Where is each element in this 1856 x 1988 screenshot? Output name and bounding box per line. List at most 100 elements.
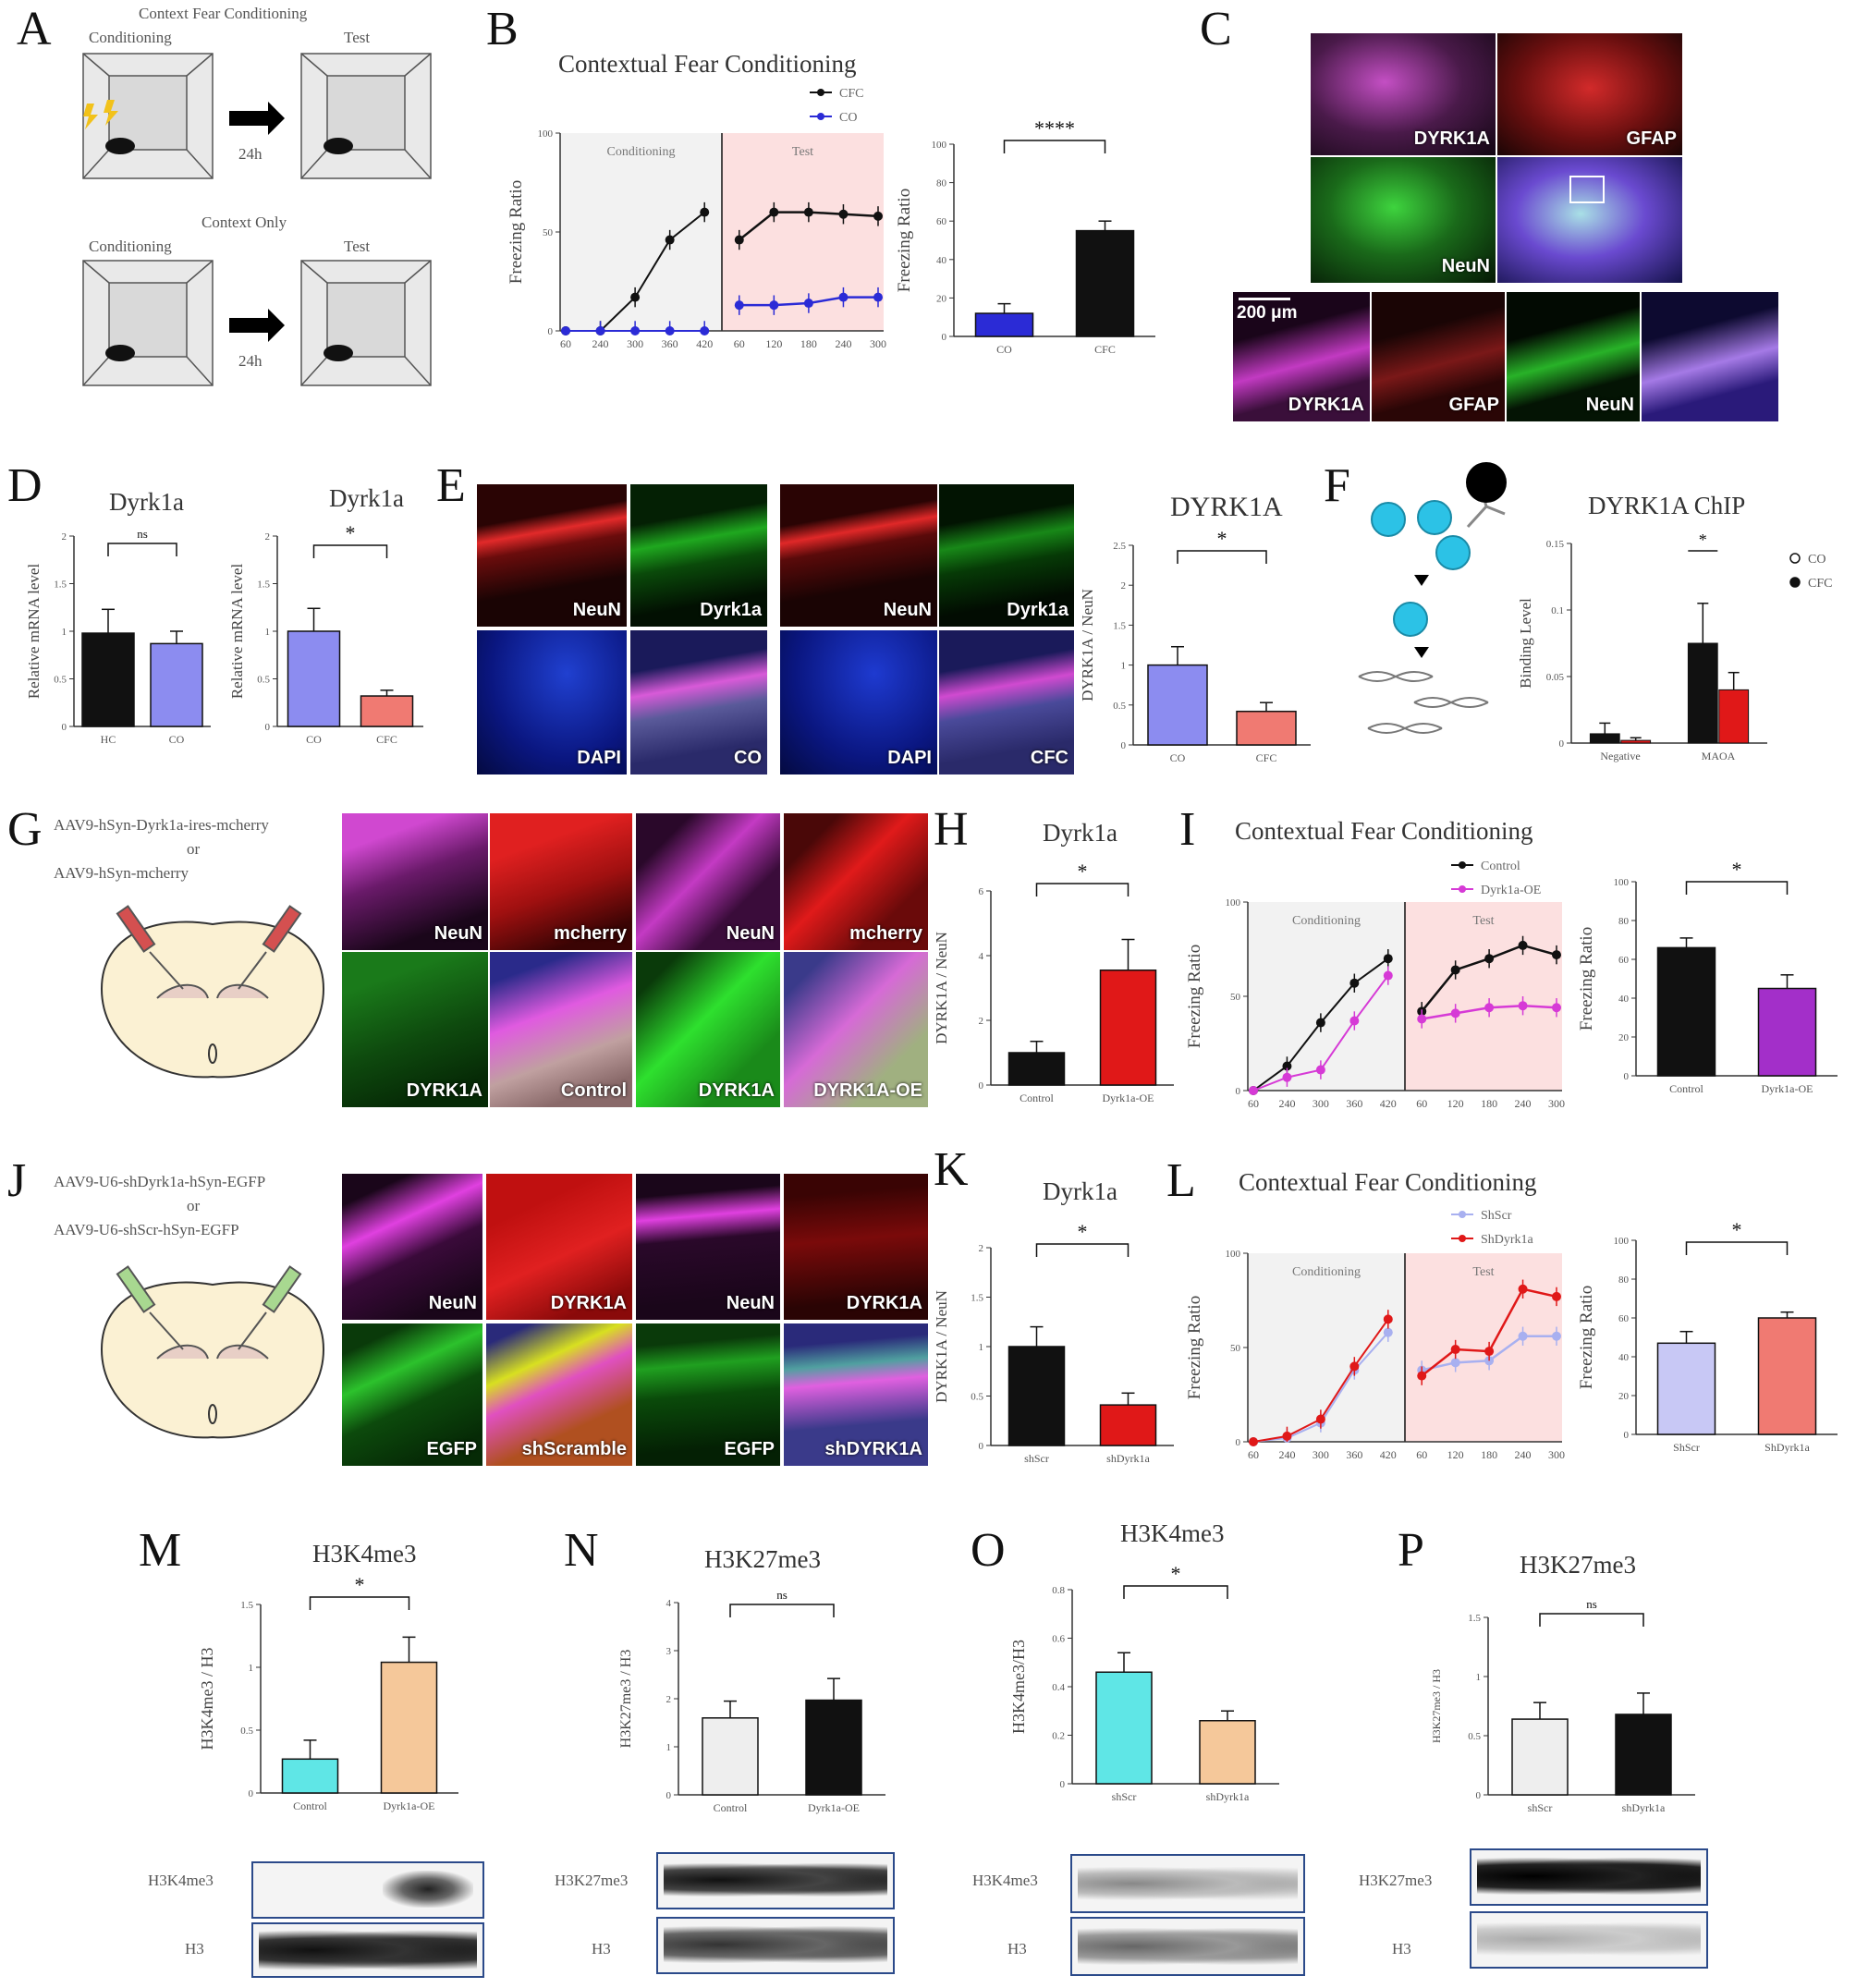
y-tick-label: 3 — [666, 1646, 672, 1657]
x-tick-label: shScr — [1112, 1790, 1137, 1803]
x-tick-label: Control — [714, 1801, 748, 1814]
data-point — [1249, 1086, 1258, 1095]
bar — [1687, 642, 1718, 744]
x-tick-label: 120 — [1447, 1097, 1464, 1110]
data-point — [1349, 1016, 1360, 1026]
l-line-chart: Conditioning Test 0 50 100 60 240 300 360 420 60 12… — [1185, 1209, 1565, 1461]
significance-bracket — [107, 543, 177, 556]
y-tick-label: 0.1 — [1551, 605, 1564, 616]
bar — [1007, 1052, 1066, 1086]
data-point — [700, 207, 710, 217]
c-merge-image — [1497, 157, 1682, 283]
bar — [1147, 664, 1208, 746]
e-merge-cfc-image: CFC — [939, 630, 1074, 774]
x-tick-label: 180 — [1481, 1097, 1497, 1110]
panel-letter-p: P — [1398, 1524, 1424, 1577]
y-tick-label: 100 — [1614, 1236, 1630, 1247]
y-tick-label: 100 — [1226, 897, 1241, 909]
f-bar-chart: 0 0.05 0.1 0.15 Binding Level Negative MAOA CO C… — [1517, 531, 1832, 762]
x-tick-label: CFC — [1094, 343, 1116, 356]
x-tick-label: Control — [1020, 1092, 1054, 1104]
x-tick-label: 360 — [1346, 1448, 1362, 1461]
x-tick-label: 420 — [1380, 1448, 1397, 1461]
x-tick-label: 60 — [560, 337, 571, 350]
x-tick-label: 120 — [765, 337, 782, 350]
c-strip-dyrk1a: 200 μm DYRK1A — [1233, 292, 1370, 421]
x-tick-label: 360 — [1346, 1097, 1362, 1110]
data-point — [1552, 950, 1561, 960]
significance-bracket — [1035, 883, 1129, 896]
legend-marker — [817, 89, 824, 96]
panel-letter-k: K — [934, 1143, 969, 1196]
y-tick-label: 80 — [1618, 1275, 1630, 1286]
m-blot-label-2: H3 — [185, 1940, 204, 1958]
y-tick-label: 60 — [1618, 1313, 1630, 1324]
j-merge-scr-image: shScramble — [486, 1323, 632, 1466]
y-tick-label: 0 — [1624, 1071, 1630, 1082]
legend-marker — [1789, 553, 1801, 564]
data-point — [1518, 1284, 1528, 1294]
m-bar-chart: 0 0.5 1 1.5 H3K4me3 / H3 Control Dyrk1a-OE * — [198, 1573, 458, 1812]
data-point — [1450, 965, 1460, 975]
bar — [1656, 946, 1716, 1077]
x-tick-label: CFC — [1256, 751, 1277, 764]
significance-label: * — [1078, 860, 1088, 883]
legend-marker — [1459, 885, 1466, 893]
b-bar-chart: 0 20 40 60 80 100 Freezing Ratio CO CFC **** — [895, 116, 1155, 356]
data-point — [873, 211, 883, 221]
g-brain-injection — [100, 905, 325, 1079]
a-schematic — [82, 53, 432, 386]
b-title: Contextual Fear Conditioning — [558, 50, 857, 78]
data-point — [1383, 1327, 1393, 1337]
y-axis-label: Binding Level — [1517, 598, 1534, 689]
legend-label: Dyrk1a-OE — [1481, 884, 1541, 897]
y-tick-label: 1.5 — [1113, 620, 1126, 631]
significance-label: * — [1699, 531, 1707, 549]
a-bottom-title: Context Only — [201, 213, 287, 231]
e-dapi-cfc-image: DAPI — [780, 630, 937, 774]
f-chip-schematic — [1358, 462, 1507, 734]
data-point — [665, 326, 675, 335]
y-tick-label: 60 — [936, 216, 947, 227]
y-tick-label: 0.5 — [54, 675, 67, 686]
data-point — [595, 326, 605, 335]
x-tick-label: HC — [101, 733, 116, 746]
arrow-icon — [229, 102, 285, 342]
y-axis-label: Freezing Ratio — [507, 180, 526, 284]
data-point — [1315, 1065, 1325, 1075]
x-tick-label: Control — [293, 1799, 327, 1812]
a-top-title: Context Fear Conditioning — [139, 5, 308, 22]
d-title-right: Dyrk1a — [329, 484, 404, 512]
y-tick-label: 50 — [543, 227, 554, 238]
significance-label: * — [1732, 858, 1742, 881]
y-tick-label: 0 — [249, 1788, 254, 1799]
y-tick-label: 20 — [936, 293, 947, 304]
data-point — [1450, 1345, 1460, 1355]
y-axis-label: Freezing Ratio — [1185, 945, 1204, 1048]
x-tick-label: 60 — [1416, 1448, 1427, 1461]
y-axis-label: DYRK1A / NeuN — [933, 932, 950, 1044]
x-tick-label: 300 — [1548, 1097, 1565, 1110]
g-neun-oe-image: NeuN — [636, 813, 780, 950]
bar — [1656, 1342, 1716, 1435]
significance-label: ns — [137, 527, 148, 541]
test-phase-bg — [722, 133, 884, 331]
data-point — [1484, 954, 1495, 964]
x-tick-label: 240 — [1278, 1097, 1295, 1110]
x-tick-label: 180 — [800, 337, 817, 350]
o-blot-label-1: H3K4me3 — [972, 1872, 1038, 1889]
x-tick-label: Dyrk1a-OE — [1762, 1082, 1813, 1095]
panel-letter-d: D — [7, 459, 43, 512]
p-title: H3K27me3 — [1520, 1551, 1636, 1579]
bar — [1757, 1317, 1817, 1435]
bar — [150, 642, 203, 727]
data-point — [769, 300, 779, 311]
data-point — [1552, 1003, 1561, 1013]
y-tick-label: 0 — [1121, 740, 1127, 751]
data-point — [630, 326, 641, 335]
m-blot-h3k4me3 — [251, 1861, 484, 1919]
x-tick-label: shDyrk1a — [1206, 1790, 1250, 1803]
dna-icon — [1358, 671, 1489, 734]
y-tick-label: 40 — [936, 255, 947, 266]
d-title-left: Dyrk1a — [109, 488, 184, 516]
